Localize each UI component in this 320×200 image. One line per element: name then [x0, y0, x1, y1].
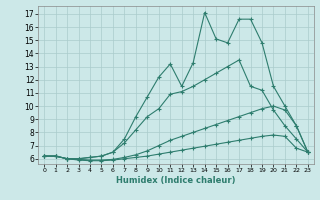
X-axis label: Humidex (Indice chaleur): Humidex (Indice chaleur) [116, 176, 236, 185]
